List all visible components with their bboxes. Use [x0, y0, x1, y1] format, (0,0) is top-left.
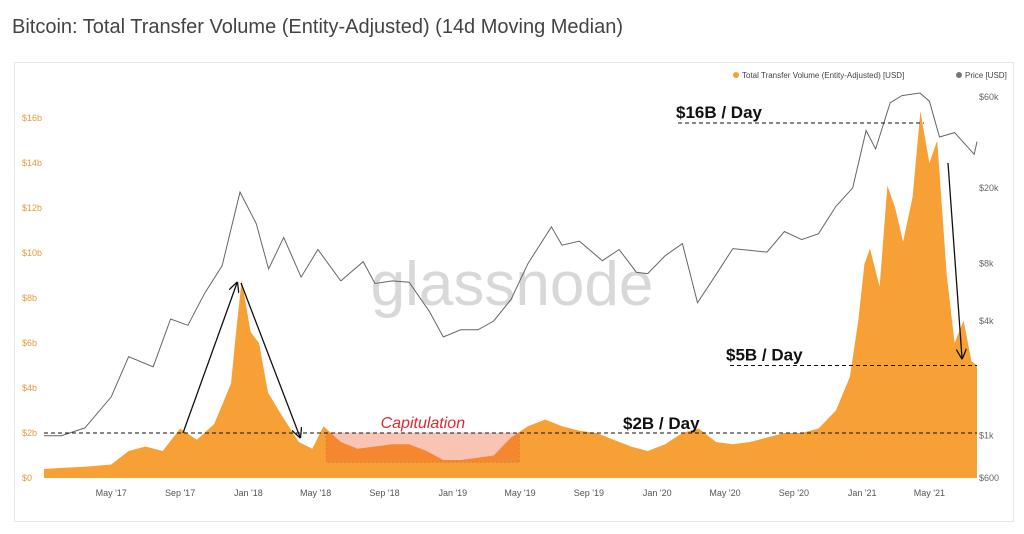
- x-tick: Sep '19: [574, 488, 604, 498]
- chart-card: [14, 62, 1014, 522]
- x-tick: Sep '20: [779, 488, 809, 498]
- y-left-tick: $0: [22, 473, 32, 483]
- label-5b: $5B / Day: [726, 346, 803, 365]
- trend-arrow-2: [947, 162, 962, 358]
- x-tick: May '19: [504, 488, 535, 498]
- chart-title: Bitcoin: Total Transfer Volume (Entity-A…: [12, 16, 624, 38]
- trend-arrow-1: [240, 282, 300, 437]
- legend-price: Price [USD]: [965, 71, 1007, 80]
- x-tick: Sep '18: [369, 488, 399, 498]
- y-left-tick: $12b: [22, 203, 42, 213]
- trend-arrow-0: [182, 283, 237, 434]
- volume-area: [44, 111, 977, 479]
- x-tick: May '20: [709, 488, 740, 498]
- x-tick: Jan '20: [643, 488, 672, 498]
- y-left-tick: $8b: [22, 293, 37, 303]
- x-tick: May '18: [300, 488, 331, 498]
- price-line: [44, 92, 978, 437]
- y-left-tick: $2b: [22, 428, 37, 438]
- y-left-tick: $14b: [22, 158, 42, 168]
- x-tick: May '21: [914, 488, 945, 498]
- x-tick: Jan '18: [234, 488, 263, 498]
- y-right-tick: $20k: [979, 183, 999, 193]
- x-tick: May '17: [96, 488, 127, 498]
- label-16b: $16B / Day: [676, 103, 763, 122]
- legend-volume: Total Transfer Volume (Entity-Adjusted) …: [742, 71, 904, 80]
- legend-dot-price: [956, 72, 962, 78]
- legend-dot-volume: [733, 72, 739, 78]
- y-right-tick: $60k: [979, 92, 999, 102]
- x-tick: Jan '21: [848, 488, 877, 498]
- y-right-tick: $1k: [979, 431, 994, 441]
- y-left-tick: $6b: [22, 338, 37, 348]
- capitulation-box: [325, 432, 520, 463]
- x-tick: Jan '19: [438, 488, 467, 498]
- capitulation-label: Capitulation: [381, 415, 466, 432]
- x-tick: Sep '17: [165, 488, 195, 498]
- y-left-tick: $10b: [22, 248, 42, 258]
- label-2b: $2B / Day: [623, 414, 700, 433]
- y-left-tick: $16b: [22, 113, 42, 123]
- y-right-tick: $8k: [979, 259, 994, 269]
- y-right-tick: $600: [979, 473, 999, 483]
- watermark: glassnode: [371, 250, 654, 319]
- y-left-tick: $4b: [22, 383, 37, 393]
- y-right-tick: $4k: [979, 316, 994, 326]
